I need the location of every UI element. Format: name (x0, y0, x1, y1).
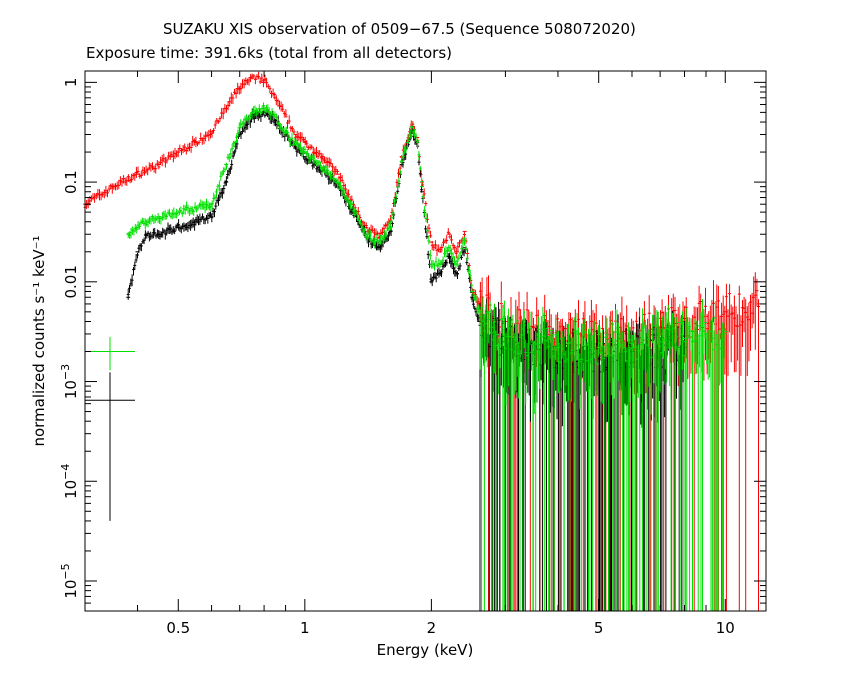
legend-markers (85, 336, 135, 521)
x-tick-label: 5 (594, 619, 604, 637)
series-2 (126, 102, 728, 611)
x-tick-label: 2 (427, 619, 437, 637)
y-tick-label: 10−3 (59, 364, 80, 399)
y-tick-label: 10−4 (59, 464, 80, 499)
y-axis-label: normalized counts s⁻¹ keV⁻¹ (30, 235, 48, 446)
y-tick-exponent: −3 (59, 364, 72, 380)
chart-subtitle: Exposure time: 391.6ks (total from all d… (86, 44, 453, 62)
y-tick-label: 0.1 (62, 170, 80, 194)
x-tick-label: 10 (716, 619, 735, 637)
data-layer (83, 71, 761, 611)
chart-title: SUZAKU XIS observation of 0509−67.5 (Seq… (163, 20, 636, 38)
x-tick-label: 1 (300, 619, 310, 637)
x-tick-label: 0.5 (166, 619, 190, 637)
x-axis-label: Energy (keV) (377, 641, 474, 659)
plot-frame (84, 70, 767, 612)
ticks-layer (84, 71, 766, 611)
y-tick-exponent: −4 (59, 464, 72, 480)
y-tick-label: 0.01 (62, 265, 80, 298)
y-tick-label: 1 (62, 78, 80, 88)
y-tick-label: 10−5 (59, 563, 80, 598)
y-tick-exponent: −5 (59, 563, 72, 579)
